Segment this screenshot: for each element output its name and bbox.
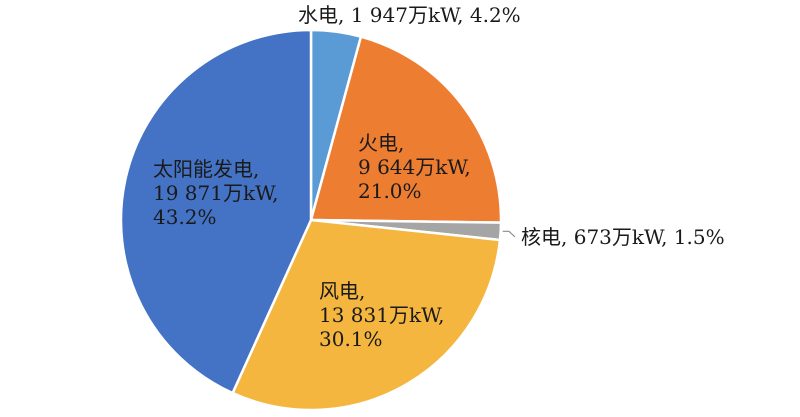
slice-label-line: 风电, bbox=[319, 279, 365, 303]
pie-slice-4 bbox=[231, 218, 502, 412]
slice-label-line: 30.1% bbox=[319, 327, 383, 351]
slice-label-line: 19 871万kW, bbox=[153, 181, 279, 205]
slice-label-line: 43.2% bbox=[153, 205, 217, 229]
slice-label-line: 水电, 1 947万kW, 4.2% bbox=[298, 3, 521, 27]
slice-label-5: 太阳能发电, 19 871万kW, 43.2% bbox=[153, 157, 279, 229]
slice-label-1: 水电, 1 947万kW, 4.2% bbox=[298, 3, 521, 27]
slice-label-line: 火电, bbox=[358, 131, 404, 155]
leader-line-3 bbox=[502, 230, 516, 238]
slice-label-line: 核电, 673万kW, 1.5% bbox=[521, 225, 725, 249]
pie-slice-2 bbox=[309, 35, 503, 224]
pie-labels: 水电, 1 947万kW, 4.2% 火电, 9 644万kW, 21.0% 核电, 6… bbox=[153, 3, 725, 351]
slice-label-2: 火电, 9 644万kW, 21.0% bbox=[358, 131, 471, 203]
pie-slices bbox=[119, 28, 503, 412]
slice-label-line: 太阳能发电, bbox=[153, 157, 259, 181]
slice-label-4: 风电, 13 831万kW, 30.1% bbox=[319, 279, 445, 351]
slice-label-line: 21.0% bbox=[358, 179, 422, 203]
slice-label-3: 核电, 673万kW, 1.5% bbox=[521, 225, 725, 249]
pie-slice-5 bbox=[119, 28, 313, 395]
slice-label-line: 13 831万kW, bbox=[319, 303, 445, 327]
slice-label-line: 9 644万kW, bbox=[358, 155, 471, 179]
